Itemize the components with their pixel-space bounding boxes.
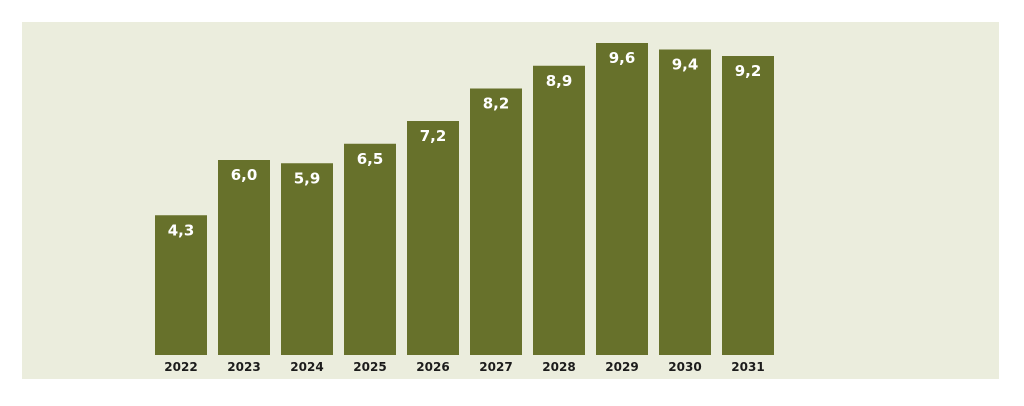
bar-2031 <box>722 56 774 355</box>
bar-value-label-2028: 8,9 <box>546 72 573 90</box>
bar-2022 <box>155 215 207 355</box>
bar-value-label-2031: 9,2 <box>735 62 762 80</box>
x-tick-label-2030: 2030 <box>668 360 701 374</box>
x-tick-label-2029: 2029 <box>605 360 638 374</box>
bar-value-label-2027: 8,2 <box>483 95 510 113</box>
x-tick-label-2024: 2024 <box>290 360 323 374</box>
bar-value-label-2029: 9,6 <box>609 49 636 67</box>
x-tick-label-2027: 2027 <box>479 360 512 374</box>
bar-value-label-2022: 4,3 <box>168 221 195 239</box>
x-tick-label-2023: 2023 <box>227 360 260 374</box>
x-tick-label-2028: 2028 <box>542 360 575 374</box>
bar-2025 <box>344 143 396 355</box>
bar-2029 <box>596 43 648 355</box>
bars-layer <box>155 43 774 355</box>
bar-2026 <box>407 121 459 355</box>
bar-value-label-2030: 9,4 <box>672 56 699 74</box>
bar-value-label-2025: 6,5 <box>357 150 384 168</box>
bar-2027 <box>470 88 522 355</box>
bar-2030 <box>659 49 711 355</box>
x-axis-tick-labels: 2022 2023 2024 2025 2026 2027 2028 2029 2030 2031 <box>164 360 764 374</box>
bar-2024 <box>281 163 333 355</box>
bar-value-label-2024: 5,9 <box>294 169 321 187</box>
bar-value-label-2026: 7,2 <box>420 127 447 145</box>
bar-value-label-2023: 6,0 <box>231 166 258 184</box>
bar-2023 <box>218 160 270 355</box>
bar-2028 <box>533 65 585 355</box>
value-labels-layer: 4,3 6,0 5,9 6,5 7,2 8,2 8,9 9,6 9,4 9,2 <box>168 49 762 239</box>
x-tick-label-2025: 2025 <box>353 360 386 374</box>
x-tick-label-2031: 2031 <box>731 360 764 374</box>
x-tick-label-2022: 2022 <box>164 360 197 374</box>
x-tick-label-2026: 2026 <box>416 360 449 374</box>
